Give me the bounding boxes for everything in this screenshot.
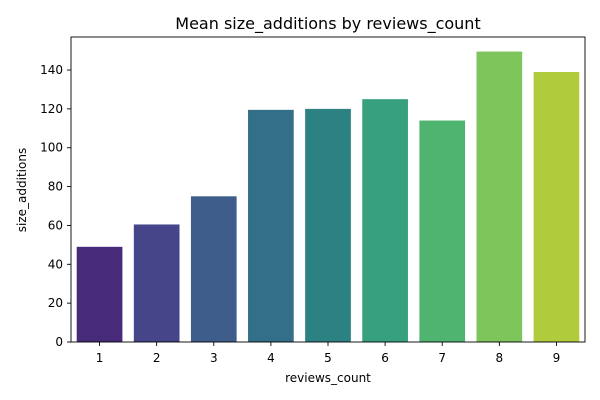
bar-3 bbox=[190, 196, 237, 342]
x-tick-label: 6 bbox=[381, 351, 389, 365]
x-tick-label: 9 bbox=[553, 351, 561, 365]
y-axis-ticks: 0 20 40 60 80 100 120 140 bbox=[40, 63, 71, 349]
y-tick-label: 20 bbox=[48, 296, 63, 310]
x-tick-label: 8 bbox=[496, 351, 504, 365]
y-tick-label: 100 bbox=[40, 141, 63, 155]
bar-1 bbox=[76, 246, 123, 342]
bar-8 bbox=[476, 51, 523, 342]
y-tick-label: 0 bbox=[55, 335, 63, 349]
y-tick-label: 80 bbox=[48, 180, 63, 194]
bars-group bbox=[76, 51, 580, 342]
bar-2 bbox=[133, 224, 180, 342]
bar-4 bbox=[248, 109, 294, 342]
bar-7 bbox=[419, 120, 466, 342]
bar-6 bbox=[362, 99, 408, 342]
chart-title: Mean size_additions by reviews_count bbox=[175, 14, 480, 34]
x-tick-label: 7 bbox=[438, 351, 446, 365]
bar-9 bbox=[533, 71, 580, 342]
y-tick-label: 40 bbox=[48, 257, 63, 271]
x-tick-label: 1 bbox=[96, 351, 104, 365]
y-tick-label: 140 bbox=[40, 63, 63, 77]
x-axis-label: reviews_count bbox=[285, 371, 371, 385]
x-tick-label: 3 bbox=[210, 351, 218, 365]
plot-frame bbox=[70, 36, 586, 343]
y-tick-label: 120 bbox=[40, 102, 63, 116]
y-axis-label: size_additions bbox=[15, 148, 29, 232]
y-tick-label: 60 bbox=[48, 218, 63, 232]
x-tick-label: 2 bbox=[153, 351, 161, 365]
x-axis-ticks: 1 2 3 4 5 6 7 8 9 bbox=[96, 342, 561, 365]
bar-5 bbox=[305, 108, 351, 342]
x-tick-label: 4 bbox=[267, 351, 275, 365]
x-tick-label: 5 bbox=[324, 351, 332, 365]
